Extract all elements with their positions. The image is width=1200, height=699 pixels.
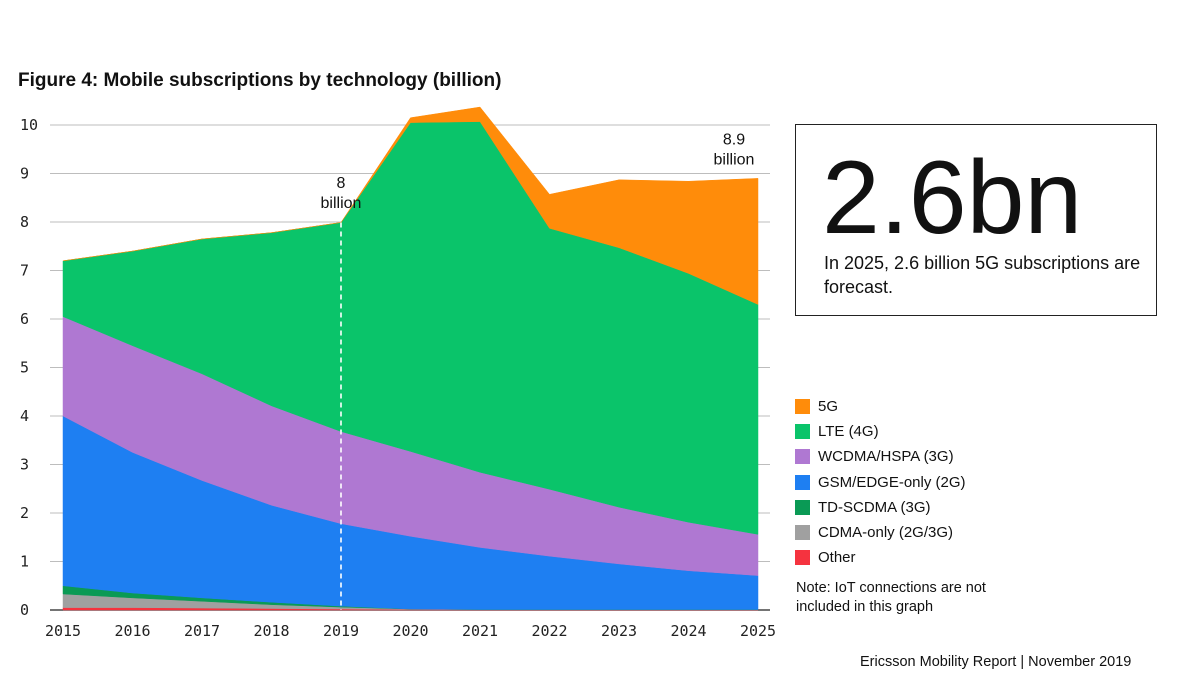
annotation-value: 8: [337, 175, 346, 192]
x-tick-label: 2024: [670, 622, 706, 640]
legend-item: TD-SCDMA (3G): [795, 495, 966, 520]
chart-title: Figure 4: Mobile subscriptions by techno…: [18, 70, 502, 91]
legend-swatch: [795, 399, 810, 415]
legend-swatch: [795, 525, 810, 541]
annotation-unit: billion: [714, 151, 755, 168]
legend-swatch: [795, 474, 810, 490]
footer-source: Ericsson Mobility Report | November 2019: [860, 654, 1132, 670]
x-tick-label: 2023: [601, 622, 637, 640]
legend-label: WCDMA/HSPA (3G): [818, 448, 954, 466]
x-tick-label: 2019: [323, 622, 359, 640]
legend-swatch: [795, 499, 810, 515]
x-tick-label: 2015: [45, 622, 81, 640]
x-tick-label: 2020: [392, 622, 428, 640]
y-tick-label: 3: [20, 456, 29, 474]
legend-label: Other: [818, 549, 856, 567]
x-tick-label: 2016: [114, 622, 150, 640]
annotation-value: 8.9: [723, 131, 745, 148]
x-tick-label: 2025: [740, 622, 776, 640]
y-tick-label: 6: [20, 310, 29, 328]
note-text: Note: IoT connections are not included i…: [796, 580, 986, 615]
legend-swatch: [795, 424, 810, 440]
x-tick-label: 2022: [531, 622, 567, 640]
legend-swatch: [795, 550, 810, 566]
y-tick-label: 5: [20, 359, 29, 377]
x-axis-ticks: 2015 2016 2017 2018 2019 2020 2021 2022 2023 2024…: [45, 622, 776, 640]
legend-label: CDMA-only (2G/3G): [818, 524, 954, 542]
legend-label: GSM/EDGE-only (2G): [818, 473, 966, 491]
callout-headline: 2.6bn: [822, 140, 1083, 256]
y-axis-ticks: 0 1 2 3 4 5 6 7 8 9 10: [20, 116, 38, 619]
y-tick-label: 9: [20, 165, 29, 183]
y-tick-label: 1: [20, 553, 29, 571]
x-tick-label: 2017: [184, 622, 220, 640]
callout-box: 2.6bn In 2025, 2.6 billion 5G subscripti…: [795, 124, 1157, 316]
legend-item: WCDMA/HSPA (3G): [795, 444, 966, 469]
legend-label: TD-SCDMA (3G): [818, 498, 931, 516]
y-tick-label: 8: [20, 213, 29, 231]
y-tick-label: 2: [20, 504, 29, 522]
x-tick-label: 2018: [253, 622, 289, 640]
legend-item: GSM/EDGE-only (2G): [795, 470, 966, 495]
y-tick-label: 0: [20, 601, 29, 619]
legend-item: LTE (4G): [795, 419, 966, 444]
y-tick-label: 4: [20, 407, 29, 425]
legend-item: 5G: [795, 394, 966, 419]
chart-annotations: 8 billion 8.9 billion: [321, 131, 755, 212]
x-tick-label: 2021: [462, 622, 498, 640]
legend-item: CDMA-only (2G/3G): [795, 520, 966, 545]
annotation-unit: billion: [321, 195, 362, 212]
legend-label: 5G: [818, 398, 839, 416]
area-series: [62, 106, 759, 611]
callout-description: In 2025, 2.6 billion 5G subscriptions ar…: [824, 253, 1141, 297]
y-tick-label: 10: [20, 116, 38, 134]
legend-swatch: [795, 449, 810, 465]
legend-item: Other: [795, 545, 966, 570]
legend: 5G LTE (4G) WCDMA/HSPA (3G) GSM/EDGE-only (…: [795, 394, 966, 570]
y-tick-label: 7: [20, 262, 29, 280]
legend-label: LTE (4G): [818, 423, 879, 441]
area-5g: [62, 106, 759, 305]
